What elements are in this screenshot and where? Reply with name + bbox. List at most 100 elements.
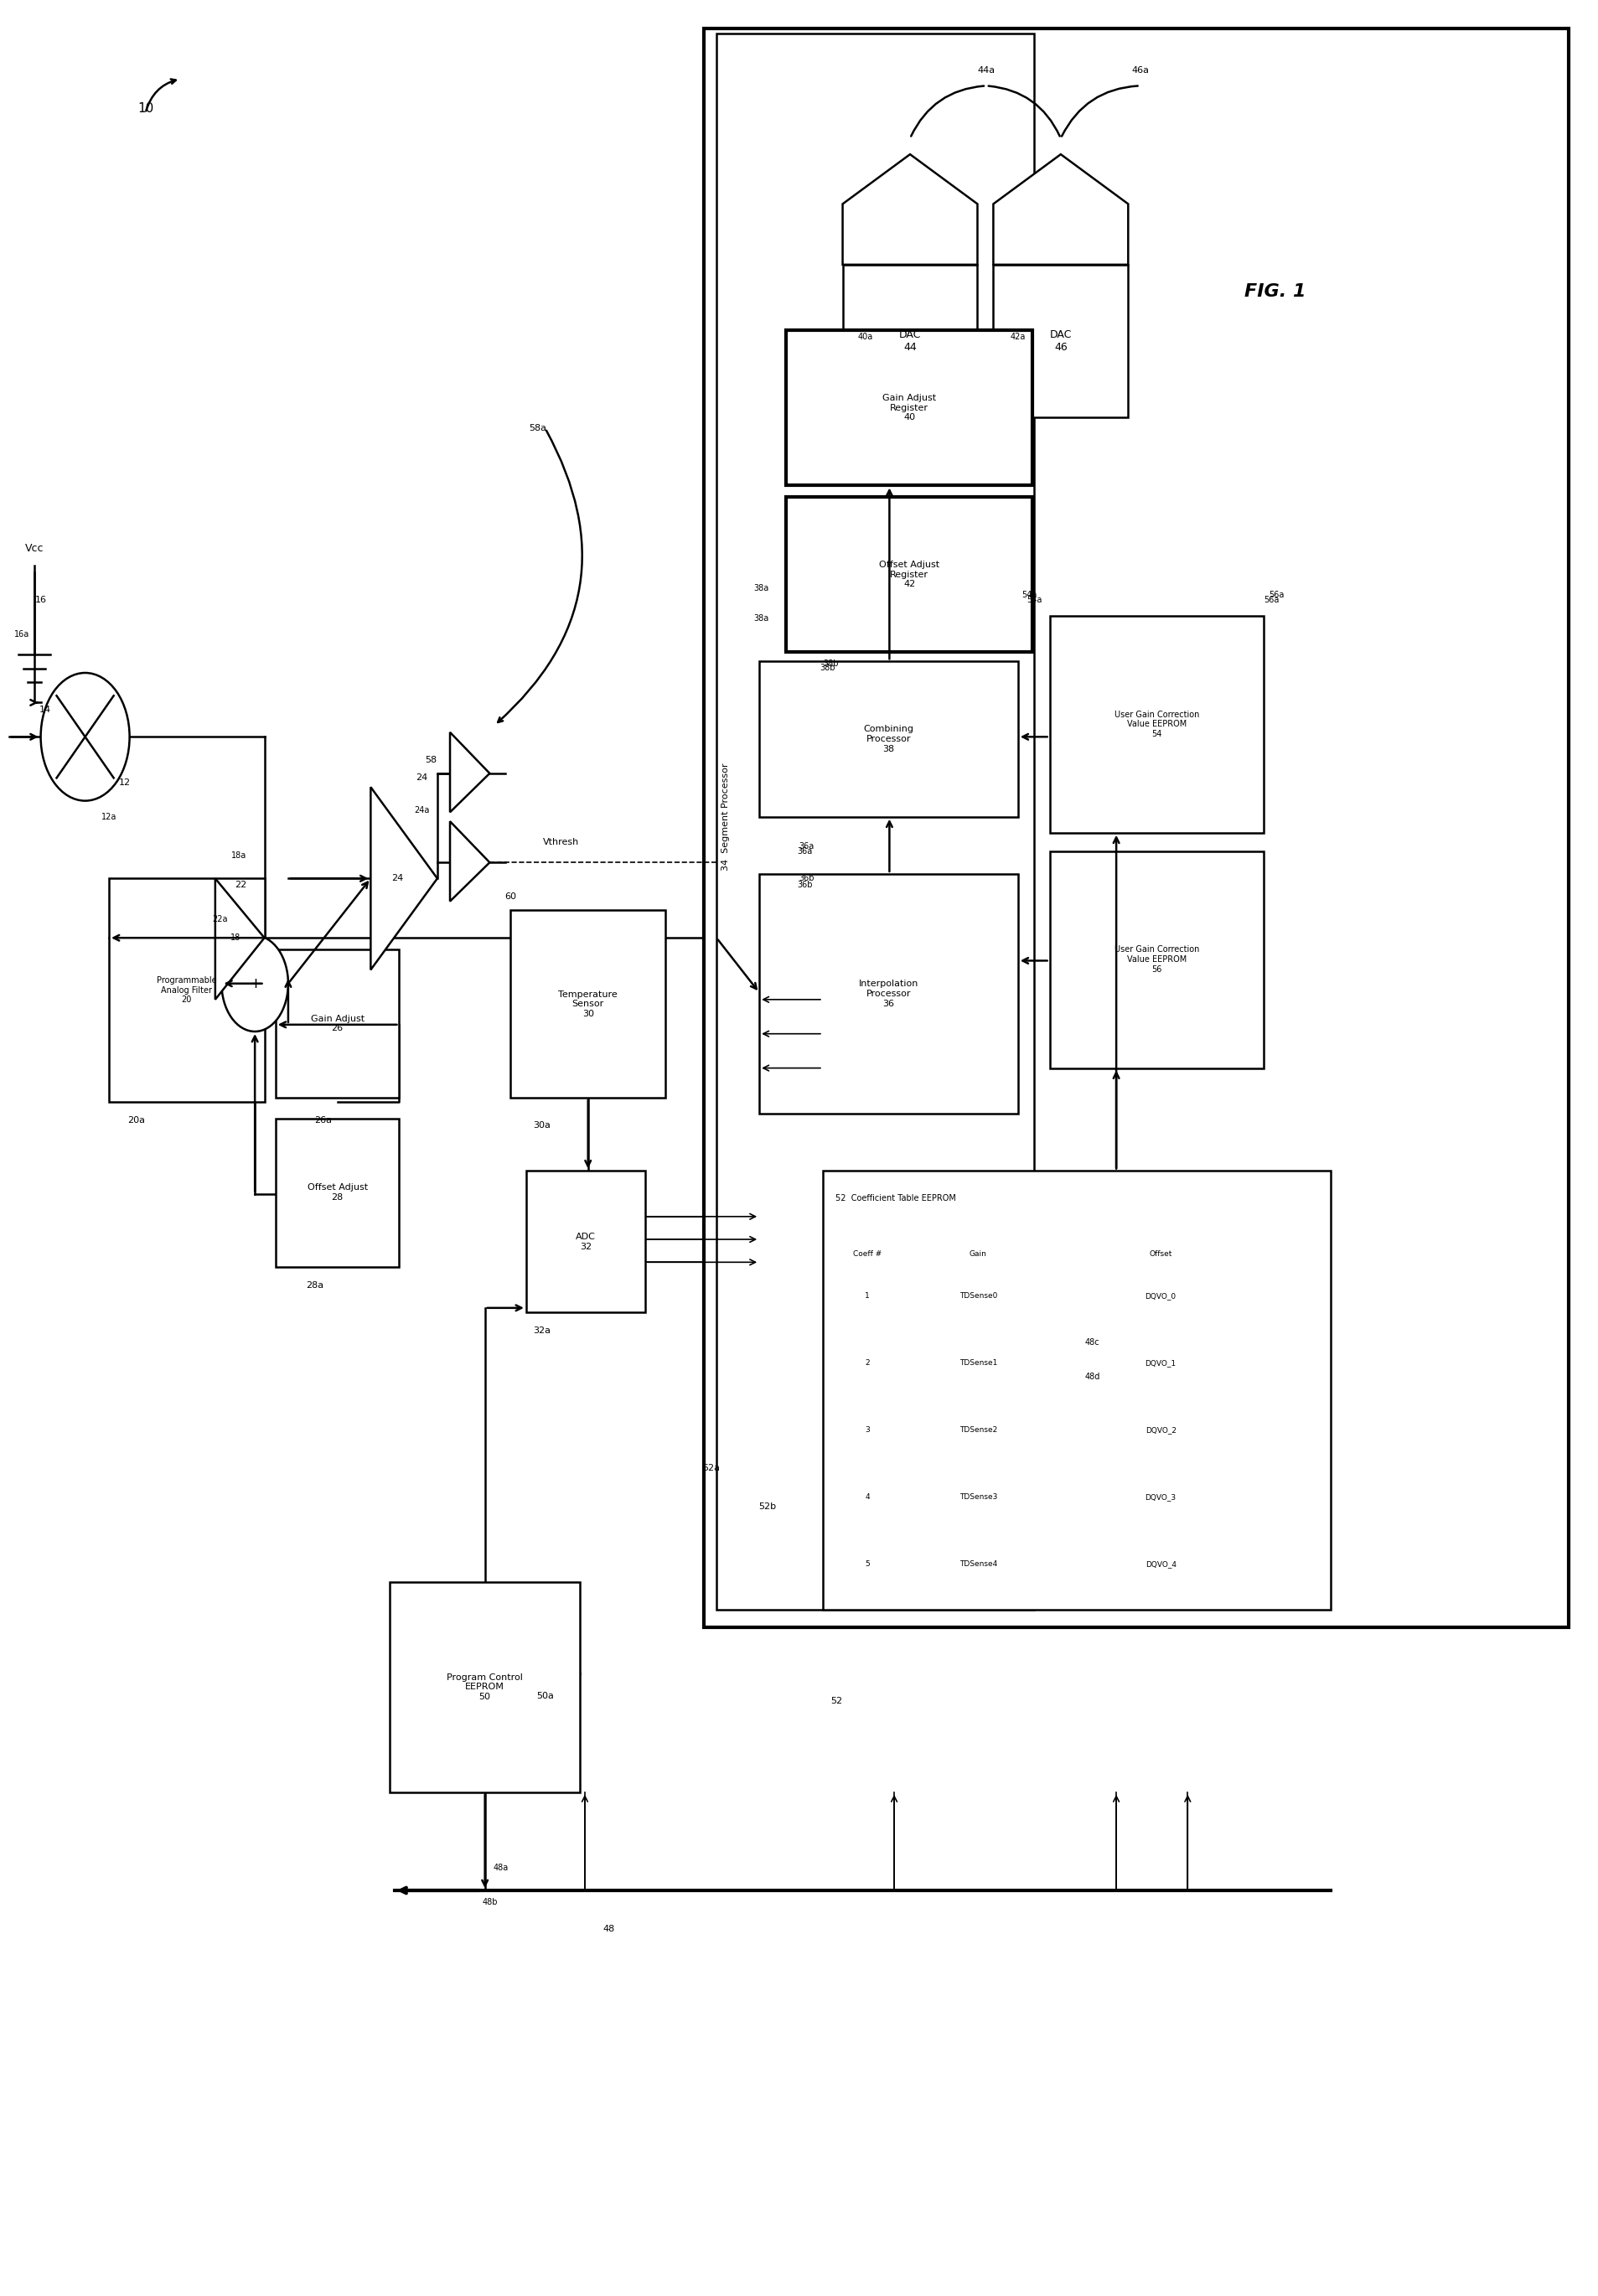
Polygon shape: [451, 822, 489, 902]
Text: 4: 4: [865, 1492, 869, 1502]
Text: 48a: 48a: [494, 1864, 508, 1871]
Text: Offset: Offset: [1149, 1249, 1173, 1258]
Text: ADC
32: ADC 32: [575, 1233, 596, 1251]
Text: 38b: 38b: [820, 664, 836, 673]
Text: 36b: 36b: [797, 882, 813, 889]
Text: User Gain Correction
Value EEPROM
54: User Gain Correction Value EEPROM 54: [1114, 709, 1198, 737]
Circle shape: [40, 673, 129, 801]
Text: DQVO_1: DQVO_1: [1146, 1359, 1176, 1366]
Bar: [716, 32, 1034, 1609]
Text: 36a: 36a: [799, 843, 815, 850]
Text: 52  Coefficient Table EEPROM: 52 Coefficient Table EEPROM: [836, 1194, 956, 1203]
Bar: [759, 875, 1018, 1114]
Text: 24: 24: [415, 774, 427, 783]
Bar: [1050, 615, 1264, 833]
Text: DQVO_0: DQVO_0: [1146, 1293, 1176, 1300]
Bar: [786, 496, 1032, 652]
Text: 48b: 48b: [483, 1899, 497, 1906]
Text: 12: 12: [118, 778, 131, 788]
Text: 36a: 36a: [797, 847, 813, 854]
Text: 38a: 38a: [754, 613, 769, 622]
Text: 56a: 56a: [1264, 595, 1280, 604]
Text: TDSense3: TDSense3: [959, 1492, 997, 1502]
Polygon shape: [371, 788, 438, 969]
Text: 36b: 36b: [799, 875, 815, 882]
Text: 42a: 42a: [1010, 333, 1026, 342]
Text: 40a: 40a: [858, 333, 873, 342]
Text: 16: 16: [35, 595, 46, 604]
Text: Vcc: Vcc: [26, 544, 43, 553]
Text: TDSense4: TDSense4: [959, 1561, 997, 1568]
Text: 52b: 52b: [759, 1502, 777, 1511]
Polygon shape: [216, 879, 264, 999]
Text: Gain Adjust
26: Gain Adjust 26: [310, 1015, 364, 1033]
Text: Vthresh: Vthresh: [543, 838, 578, 847]
Text: 14: 14: [40, 705, 51, 714]
Text: TDSense2: TDSense2: [959, 1426, 997, 1435]
Text: 12a: 12a: [101, 813, 117, 822]
Bar: [759, 661, 1018, 817]
Text: 50a: 50a: [537, 1692, 555, 1701]
Polygon shape: [994, 154, 1128, 264]
Text: 32a: 32a: [534, 1327, 551, 1334]
Bar: [109, 879, 264, 1102]
Bar: [275, 948, 400, 1097]
Text: Programmable
Analog Filter
20: Programmable Analog Filter 20: [157, 976, 217, 1003]
Text: 24: 24: [392, 875, 404, 882]
Text: 48c: 48c: [1085, 1339, 1099, 1345]
Text: 3: 3: [865, 1426, 869, 1435]
Bar: [1050, 852, 1264, 1068]
Bar: [526, 1171, 646, 1313]
Bar: [510, 912, 666, 1097]
Text: Offset Adjust
28: Offset Adjust 28: [307, 1182, 368, 1201]
Polygon shape: [994, 264, 1128, 418]
Text: DQVO_2: DQVO_2: [1146, 1426, 1176, 1435]
Text: 10: 10: [137, 103, 153, 115]
Text: 18a: 18a: [232, 852, 248, 859]
Text: 22a: 22a: [213, 916, 229, 923]
Text: Program Control
EEPROM
50: Program Control EEPROM 50: [447, 1674, 523, 1701]
Text: 28a: 28a: [307, 1281, 324, 1290]
Text: 44a: 44a: [978, 67, 996, 73]
Text: User Gain Correction
Value EEPROM
56: User Gain Correction Value EEPROM 56: [1114, 946, 1198, 974]
Text: Coeff #: Coeff #: [853, 1249, 882, 1258]
Text: Gain Adjust
Register
40: Gain Adjust Register 40: [882, 395, 936, 422]
Text: TDSense1: TDSense1: [959, 1359, 997, 1366]
Text: 16a: 16a: [14, 629, 29, 638]
Text: 52: 52: [831, 1697, 842, 1706]
Text: DAC
44: DAC 44: [900, 328, 920, 354]
Text: 18: 18: [230, 934, 241, 941]
Text: 52a: 52a: [702, 1463, 719, 1472]
Text: Interpolation
Processor
36: Interpolation Processor 36: [858, 980, 919, 1008]
Polygon shape: [451, 732, 489, 813]
Text: Offset Adjust
Register
42: Offset Adjust Register 42: [879, 560, 940, 588]
Text: 48d: 48d: [1085, 1373, 1099, 1380]
Text: TDSense0: TDSense0: [959, 1293, 997, 1300]
Text: +: +: [249, 976, 260, 992]
Text: Temperature
Sensor
30: Temperature Sensor 30: [558, 990, 618, 1017]
Polygon shape: [842, 264, 978, 418]
Bar: [823, 1171, 1331, 1609]
Text: 20a: 20a: [128, 1116, 145, 1125]
Text: 34  Segment Processor: 34 Segment Processor: [721, 762, 730, 870]
Text: 38b: 38b: [823, 659, 839, 668]
Text: 2: 2: [865, 1359, 869, 1366]
Bar: [786, 331, 1032, 484]
Text: Combining
Processor
38: Combining Processor 38: [863, 726, 914, 753]
Text: 46a: 46a: [1131, 67, 1149, 73]
Text: 38a: 38a: [754, 583, 769, 592]
Bar: [390, 1582, 580, 1793]
Text: 26a: 26a: [315, 1116, 332, 1125]
Text: 48: 48: [602, 1924, 615, 1933]
Bar: [703, 28, 1568, 1628]
Text: 1: 1: [865, 1293, 869, 1300]
Text: DQVO_3: DQVO_3: [1146, 1492, 1176, 1502]
Text: 5: 5: [865, 1561, 869, 1568]
Text: DQVO_4: DQVO_4: [1146, 1561, 1176, 1568]
Bar: [275, 1118, 400, 1267]
Text: 30a: 30a: [534, 1120, 551, 1130]
Text: 24a: 24a: [414, 806, 430, 815]
Polygon shape: [842, 154, 978, 264]
Text: 54a: 54a: [1026, 595, 1042, 604]
Text: 54a: 54a: [1021, 590, 1037, 599]
